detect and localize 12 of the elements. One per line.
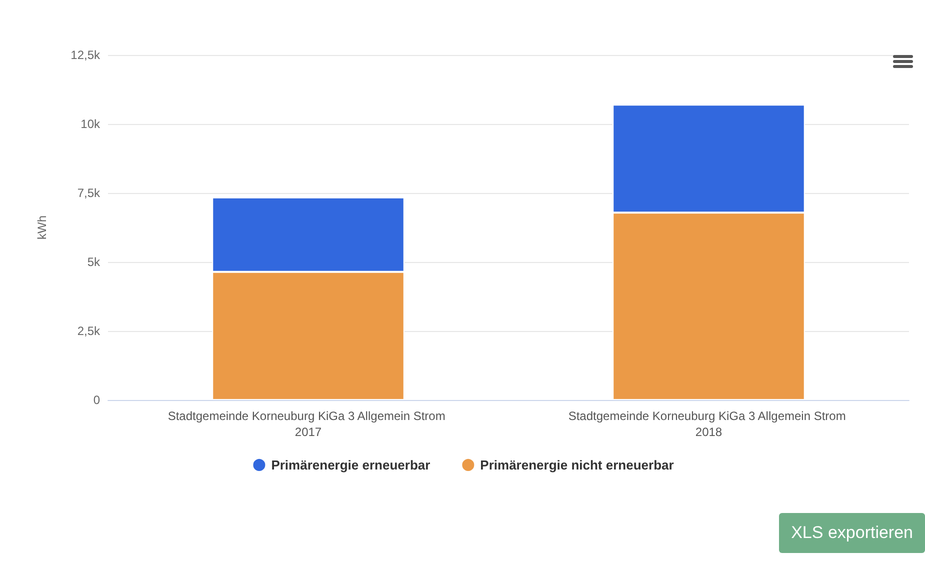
legend-label: Primärenergie nicht erneuerbar [480,458,674,472]
y-axis-title: kWh [35,216,49,240]
y-tick-label: 2,5k [77,324,101,338]
x-tick-label: Stadtgemeinde Korneuburg KiGa 3 Allgemein Strom 2018 [568,409,850,439]
y-tick-label: 10k [80,117,101,131]
y-tick-label: 12,5k [70,48,101,62]
y-tick-label: 5k [87,255,101,269]
y-tick-label: 0 [93,393,100,407]
legend-label: Primärenergie erneuerbar [271,458,430,472]
text: XLS exportieren [779,513,925,553]
x-tick-label: Stadtgemeinde Korneuburg KiGa 3 Allgemein Strom 2017 [168,409,449,439]
y-tick-label: 7,5k [77,186,101,200]
